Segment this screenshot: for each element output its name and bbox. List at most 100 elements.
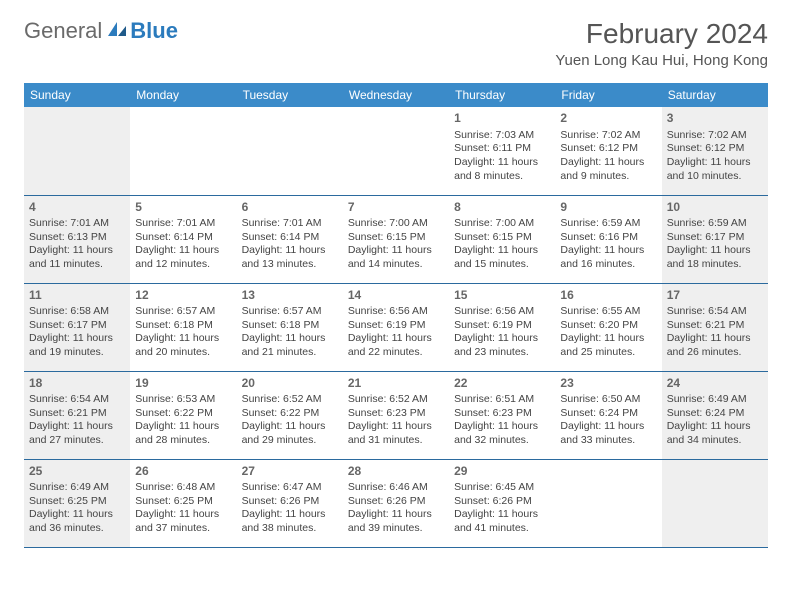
daylight-line: Daylight: 11 hours and 29 minutes. bbox=[242, 420, 338, 447]
calendar-day-cell: 12Sunrise: 6:57 AMSunset: 6:18 PMDayligh… bbox=[130, 283, 236, 371]
day-number: 18 bbox=[29, 376, 125, 392]
daylight-line: Daylight: 11 hours and 20 minutes. bbox=[135, 332, 231, 359]
calendar-day-cell: 27Sunrise: 6:47 AMSunset: 6:26 PMDayligh… bbox=[237, 459, 343, 547]
day-number: 6 bbox=[242, 200, 338, 216]
calendar-day-cell: 13Sunrise: 6:57 AMSunset: 6:18 PMDayligh… bbox=[237, 283, 343, 371]
sunrise-line: Sunrise: 7:03 AM bbox=[454, 129, 550, 143]
daylight-line: Daylight: 11 hours and 27 minutes. bbox=[29, 420, 125, 447]
sunset-line: Sunset: 6:16 PM bbox=[560, 231, 656, 245]
calendar-day-cell: 25Sunrise: 6:49 AMSunset: 6:25 PMDayligh… bbox=[24, 459, 130, 547]
sunset-line: Sunset: 6:25 PM bbox=[135, 495, 231, 509]
month-title: February 2024 bbox=[555, 18, 768, 50]
daylight-line: Daylight: 11 hours and 28 minutes. bbox=[135, 420, 231, 447]
daylight-line: Daylight: 11 hours and 32 minutes. bbox=[454, 420, 550, 447]
sunset-line: Sunset: 6:19 PM bbox=[348, 319, 444, 333]
daylight-line: Daylight: 11 hours and 39 minutes. bbox=[348, 508, 444, 535]
sunrise-line: Sunrise: 7:02 AM bbox=[667, 129, 763, 143]
sunrise-line: Sunrise: 6:58 AM bbox=[29, 305, 125, 319]
sunrise-line: Sunrise: 7:02 AM bbox=[560, 129, 656, 143]
day-header-friday: Friday bbox=[555, 83, 661, 107]
sunrise-line: Sunrise: 6:57 AM bbox=[135, 305, 231, 319]
calendar-day-cell: 19Sunrise: 6:53 AMSunset: 6:22 PMDayligh… bbox=[130, 371, 236, 459]
calendar-day-cell: 6Sunrise: 7:01 AMSunset: 6:14 PMDaylight… bbox=[237, 195, 343, 283]
sunset-line: Sunset: 6:26 PM bbox=[348, 495, 444, 509]
day-header-row: Sunday Monday Tuesday Wednesday Thursday… bbox=[24, 83, 768, 107]
sunrise-line: Sunrise: 6:46 AM bbox=[348, 481, 444, 495]
sunset-line: Sunset: 6:22 PM bbox=[242, 407, 338, 421]
calendar-week-row: 18Sunrise: 6:54 AMSunset: 6:21 PMDayligh… bbox=[24, 371, 768, 459]
sunset-line: Sunset: 6:14 PM bbox=[242, 231, 338, 245]
calendar-day-cell: 10Sunrise: 6:59 AMSunset: 6:17 PMDayligh… bbox=[662, 195, 768, 283]
day-number: 7 bbox=[348, 200, 444, 216]
sunrise-line: Sunrise: 6:53 AM bbox=[135, 393, 231, 407]
daylight-line: Daylight: 11 hours and 25 minutes. bbox=[560, 332, 656, 359]
calendar-day-cell bbox=[237, 107, 343, 195]
sunset-line: Sunset: 6:26 PM bbox=[242, 495, 338, 509]
calendar-week-row: 11Sunrise: 6:58 AMSunset: 6:17 PMDayligh… bbox=[24, 283, 768, 371]
daylight-line: Daylight: 11 hours and 12 minutes. bbox=[135, 244, 231, 271]
sunset-line: Sunset: 6:18 PM bbox=[135, 319, 231, 333]
logo-sail-icon bbox=[106, 20, 128, 43]
sunrise-line: Sunrise: 7:01 AM bbox=[242, 217, 338, 231]
calendar-day-cell bbox=[130, 107, 236, 195]
calendar-day-cell bbox=[343, 107, 449, 195]
daylight-line: Daylight: 11 hours and 10 minutes. bbox=[667, 156, 763, 183]
sunset-line: Sunset: 6:25 PM bbox=[29, 495, 125, 509]
calendar-day-cell: 4Sunrise: 7:01 AMSunset: 6:13 PMDaylight… bbox=[24, 195, 130, 283]
day-number: 23 bbox=[560, 376, 656, 392]
sunrise-line: Sunrise: 6:54 AM bbox=[29, 393, 125, 407]
calendar-day-cell: 1Sunrise: 7:03 AMSunset: 6:11 PMDaylight… bbox=[449, 107, 555, 195]
day-number: 8 bbox=[454, 200, 550, 216]
day-number: 26 bbox=[135, 464, 231, 480]
sunrise-line: Sunrise: 6:54 AM bbox=[667, 305, 763, 319]
sunrise-line: Sunrise: 6:52 AM bbox=[348, 393, 444, 407]
daylight-line: Daylight: 11 hours and 23 minutes. bbox=[454, 332, 550, 359]
day-number: 13 bbox=[242, 288, 338, 304]
sunset-line: Sunset: 6:12 PM bbox=[560, 142, 656, 156]
day-header-monday: Monday bbox=[130, 83, 236, 107]
daylight-line: Daylight: 11 hours and 18 minutes. bbox=[667, 244, 763, 271]
day-number: 22 bbox=[454, 376, 550, 392]
calendar-table: Sunday Monday Tuesday Wednesday Thursday… bbox=[24, 83, 768, 548]
day-number: 29 bbox=[454, 464, 550, 480]
title-block: February 2024 Yuen Long Kau Hui, Hong Ko… bbox=[555, 18, 768, 69]
sunrise-line: Sunrise: 6:49 AM bbox=[667, 393, 763, 407]
sunset-line: Sunset: 6:19 PM bbox=[454, 319, 550, 333]
daylight-line: Daylight: 11 hours and 13 minutes. bbox=[242, 244, 338, 271]
day-number: 9 bbox=[560, 200, 656, 216]
day-number: 10 bbox=[667, 200, 763, 216]
sunrise-line: Sunrise: 7:00 AM bbox=[454, 217, 550, 231]
daylight-line: Daylight: 11 hours and 14 minutes. bbox=[348, 244, 444, 271]
sunrise-line: Sunrise: 6:56 AM bbox=[454, 305, 550, 319]
calendar-day-cell: 28Sunrise: 6:46 AMSunset: 6:26 PMDayligh… bbox=[343, 459, 449, 547]
day-number: 19 bbox=[135, 376, 231, 392]
sunset-line: Sunset: 6:24 PM bbox=[560, 407, 656, 421]
calendar-day-cell: 23Sunrise: 6:50 AMSunset: 6:24 PMDayligh… bbox=[555, 371, 661, 459]
sunset-line: Sunset: 6:15 PM bbox=[454, 231, 550, 245]
logo: General Blue bbox=[24, 18, 178, 44]
calendar-day-cell: 24Sunrise: 6:49 AMSunset: 6:24 PMDayligh… bbox=[662, 371, 768, 459]
sunrise-line: Sunrise: 6:50 AM bbox=[560, 393, 656, 407]
daylight-line: Daylight: 11 hours and 22 minutes. bbox=[348, 332, 444, 359]
day-header-saturday: Saturday bbox=[662, 83, 768, 107]
day-number: 27 bbox=[242, 464, 338, 480]
daylight-line: Daylight: 11 hours and 8 minutes. bbox=[454, 156, 550, 183]
day-header-sunday: Sunday bbox=[24, 83, 130, 107]
sunrise-line: Sunrise: 7:00 AM bbox=[348, 217, 444, 231]
calendar-day-cell: 5Sunrise: 7:01 AMSunset: 6:14 PMDaylight… bbox=[130, 195, 236, 283]
daylight-line: Daylight: 11 hours and 9 minutes. bbox=[560, 156, 656, 183]
daylight-line: Daylight: 11 hours and 16 minutes. bbox=[560, 244, 656, 271]
daylight-line: Daylight: 11 hours and 36 minutes. bbox=[29, 508, 125, 535]
day-number: 17 bbox=[667, 288, 763, 304]
day-number: 12 bbox=[135, 288, 231, 304]
day-number: 20 bbox=[242, 376, 338, 392]
calendar-day-cell: 17Sunrise: 6:54 AMSunset: 6:21 PMDayligh… bbox=[662, 283, 768, 371]
header: General Blue February 2024 Yuen Long Kau… bbox=[24, 18, 768, 69]
calendar-day-cell: 26Sunrise: 6:48 AMSunset: 6:25 PMDayligh… bbox=[130, 459, 236, 547]
day-number: 15 bbox=[454, 288, 550, 304]
sunrise-line: Sunrise: 6:51 AM bbox=[454, 393, 550, 407]
day-number: 21 bbox=[348, 376, 444, 392]
calendar-day-cell bbox=[662, 459, 768, 547]
calendar-day-cell: 21Sunrise: 6:52 AMSunset: 6:23 PMDayligh… bbox=[343, 371, 449, 459]
sunset-line: Sunset: 6:23 PM bbox=[348, 407, 444, 421]
